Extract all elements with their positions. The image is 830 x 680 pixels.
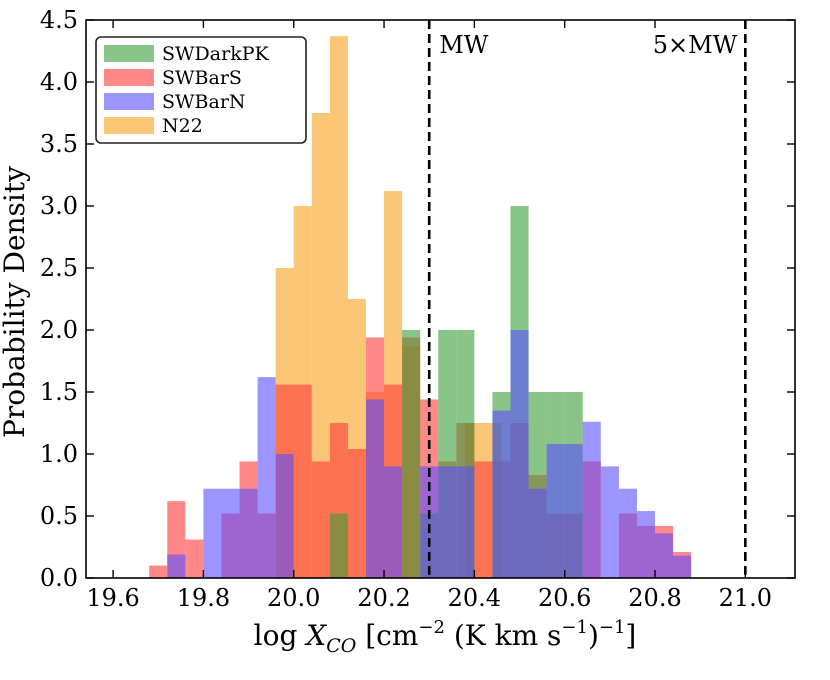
bar-swdarkpk-1 [402, 330, 421, 578]
reference-lines: MW 5×MW [427, 20, 747, 578]
bar-swbarn-0 [167, 554, 186, 578]
bar-swbarn-15 [564, 444, 583, 578]
bar-swbars-0 [149, 565, 168, 578]
bar-swbarn-1 [203, 488, 222, 578]
bar-swbars-17 [474, 461, 493, 578]
mw-label: MW [439, 31, 489, 59]
bar-swbarn-16 [582, 421, 601, 578]
bar-swbarn-20 [655, 533, 674, 578]
legend-swatch-n22 [104, 117, 154, 134]
bar-swbarn-9 [438, 466, 457, 578]
y-tick-label: 3.0 [40, 192, 78, 220]
y-tick-label: 1.0 [40, 440, 78, 468]
bar-swbars-2 [185, 539, 204, 578]
bar-swdarkpk-0 [329, 513, 348, 578]
bar-swbarn-4 [257, 377, 276, 578]
bar-swbars-7 [293, 384, 312, 578]
x-tick-label: 20.0 [267, 584, 320, 612]
axis-ticks: 19.6 19.8 20.0 20.2 20.4 20.6 20.8 21.0 0.0 0.5 1.… [40, 6, 795, 612]
x-tick-label: 20.2 [357, 584, 410, 612]
x-tick-label: 20.8 [628, 584, 681, 612]
bar-swbarn-11 [492, 410, 511, 578]
y-tick-label: 2.5 [40, 254, 78, 282]
plot-frame [85, 19, 796, 579]
bar-swbarn-6 [365, 399, 385, 578]
bar-swbars-8 [311, 461, 330, 578]
five-mw-label: 5×MW [653, 31, 738, 59]
y-tick-label: 0.5 [40, 502, 78, 530]
bar-swbarn-10 [456, 466, 475, 578]
x-tick-label: 19.8 [177, 584, 230, 612]
bar-swbarn-8 [420, 466, 439, 578]
x-tick-label: 19.6 [86, 584, 139, 612]
bar-swbarn-12 [510, 330, 529, 578]
bar-swbarn-13 [528, 488, 547, 578]
bar-swbarn-17 [600, 466, 619, 578]
legend-swatch-swbars [104, 69, 154, 86]
y-tick-label: 1.5 [40, 378, 78, 406]
legend-label-n22: N22 [162, 115, 203, 137]
bar-swbarn-3 [239, 488, 258, 578]
bar-swbarn-19 [636, 511, 656, 578]
legend-label-swbarn: SWBarN [162, 91, 246, 113]
bar-swbarn-21 [673, 555, 692, 578]
y-tick-label: 2.0 [40, 316, 78, 344]
y-tick-label: 4.0 [40, 68, 78, 96]
x-tick-label: 20.6 [538, 584, 591, 612]
legend-label-swdarkpk: SWDarkPK [162, 43, 269, 65]
x-tick-label: 20.4 [448, 584, 501, 612]
series-swbarn [167, 330, 692, 578]
legend-swatch-swdarkpk [104, 45, 154, 62]
legend-box [95, 36, 307, 144]
x-axis-label: log XCO [cm−2 (K km s−1)−1] [254, 617, 637, 657]
bar-swbarn-5 [275, 454, 294, 578]
bar-swbars-10 [347, 449, 366, 578]
y-tick-label: 3.5 [40, 130, 78, 158]
x-tick-label: 21.0 [719, 584, 772, 612]
y-axis-label: Probability Density [0, 166, 31, 438]
y-tick-label: 0.0 [40, 564, 78, 592]
bar-swbarn-7 [384, 466, 403, 578]
y-tick-label: 4.5 [40, 6, 78, 34]
bar-swbarn-18 [618, 488, 637, 578]
legend-label-swbars: SWBarS [162, 67, 242, 89]
bar-swbarn-14 [546, 444, 565, 578]
legend-swatch-swbarn [104, 93, 154, 110]
bars-layer [149, 36, 692, 579]
bar-swbarn-2 [221, 488, 240, 578]
